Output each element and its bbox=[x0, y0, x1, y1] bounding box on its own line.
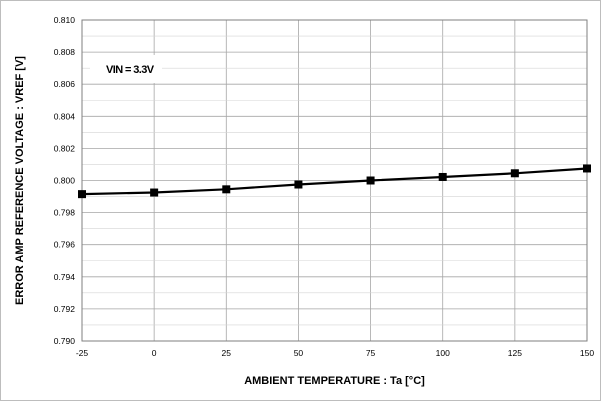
x-tick-label: 75 bbox=[366, 348, 376, 358]
annotation-box: VIN = 3.3V bbox=[90, 55, 162, 83]
y-tick-label: 0.802 bbox=[54, 143, 76, 153]
plot-area-border bbox=[81, 19, 588, 342]
annotation-background bbox=[90, 55, 162, 83]
data-point bbox=[222, 185, 231, 194]
x-tick-label: 125 bbox=[508, 348, 522, 358]
y-tick-label: 0.800 bbox=[54, 176, 76, 186]
y-tick-label: 0.794 bbox=[54, 272, 76, 282]
y-tick-label: 0.790 bbox=[54, 336, 76, 346]
data-point bbox=[78, 190, 86, 199]
y-tick-label: 0.796 bbox=[54, 240, 76, 250]
y-tick-label: 0.798 bbox=[54, 208, 76, 218]
data-point bbox=[583, 164, 591, 173]
x-tick-label: 25 bbox=[222, 348, 232, 358]
x-tick-label: 0 bbox=[152, 348, 157, 358]
data-point bbox=[150, 188, 159, 197]
y-tick-label: 0.810 bbox=[54, 15, 76, 25]
data-point bbox=[510, 169, 519, 178]
data-point bbox=[294, 180, 303, 189]
y-tick-label: 0.808 bbox=[54, 47, 76, 57]
y-tick-label: 0.792 bbox=[54, 304, 76, 314]
y-tick-labels: 0.790 0.792 0.794 0.796 0.798 0.800 0.802 0.804… bbox=[54, 15, 76, 346]
series-line bbox=[81, 167, 588, 196]
data-point bbox=[366, 176, 375, 185]
x-tick-label: 50 bbox=[294, 348, 304, 358]
x-tick-label: -25 bbox=[76, 348, 89, 358]
data-point bbox=[438, 172, 447, 181]
x-tick-label: 150 bbox=[580, 348, 594, 358]
x-axis-title: AMBIENT TEMPERATURE : Ta [°C] bbox=[244, 375, 425, 387]
x-tick-label: 100 bbox=[436, 348, 450, 358]
y-tick-label: 0.804 bbox=[54, 111, 76, 121]
y-axis-title: ERROR AMP REFERENCE VOLTAGE : VREF [V] bbox=[14, 56, 26, 305]
data-markers bbox=[78, 164, 591, 199]
y-tick-label: 0.806 bbox=[54, 79, 76, 89]
x-tick-labels: -25 0 25 50 75 100 125 150 bbox=[76, 348, 595, 358]
annotation-text: VIN = 3.3V bbox=[106, 64, 155, 76]
